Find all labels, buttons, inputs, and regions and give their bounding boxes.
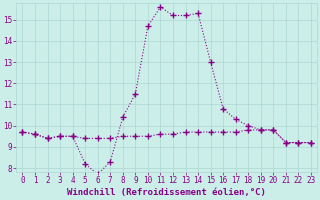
X-axis label: Windchill (Refroidissement éolien,°C): Windchill (Refroidissement éolien,°C) <box>67 188 266 197</box>
